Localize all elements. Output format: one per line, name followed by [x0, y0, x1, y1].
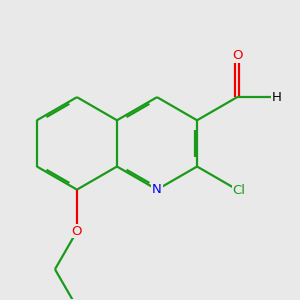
Text: O: O	[232, 49, 242, 62]
Text: H: H	[272, 91, 281, 104]
Text: N: N	[152, 183, 162, 196]
Text: Cl: Cl	[232, 184, 246, 197]
Text: O: O	[72, 225, 82, 238]
